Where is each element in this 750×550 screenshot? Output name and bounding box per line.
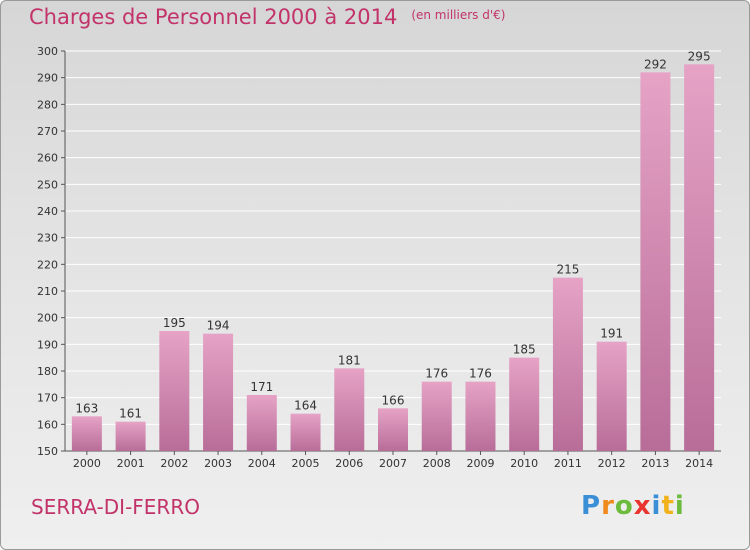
x-tick-label: 2010 [510,457,538,470]
bar [552,277,583,451]
logo-letter: i [651,491,662,521]
x-tick-label: 2001 [117,457,145,470]
bar [684,64,715,452]
y-tick-label: 290 [37,72,58,85]
y-tick-label: 240 [37,205,58,218]
bar-value-label: 215 [556,263,579,277]
bar-value-label: 164 [294,399,317,413]
x-tick-label: 2014 [685,457,713,470]
bar-value-label: 191 [600,327,623,341]
bar-value-label: 292 [644,57,667,71]
bar-value-label: 166 [382,393,405,407]
logo-letter: i [674,491,685,521]
bar-value-label: 171 [250,380,273,394]
logo-letter: P [581,491,602,521]
proxiti-logo: Proxiti [581,491,685,521]
bar [334,368,365,451]
bar [640,72,671,451]
x-tick-label: 2002 [160,457,188,470]
y-tick-label: 180 [37,365,58,378]
bar [509,357,540,451]
x-tick-label: 2009 [466,457,494,470]
logo-letter: t [661,491,675,521]
x-tick-label: 2000 [73,457,101,470]
x-tick-label: 2011 [554,457,582,470]
x-tick-label: 2006 [335,457,363,470]
bar-value-label: 176 [425,367,448,381]
bar-value-label: 163 [75,401,98,415]
y-tick-label: 220 [37,258,58,271]
x-tick-label: 2003 [204,457,232,470]
y-tick-label: 200 [37,312,58,325]
bar-value-label: 195 [163,316,186,330]
bar-value-label: 295 [688,49,711,63]
axes: 150 160 170 180 190 200 210 220 230 240 250 260 270 2… [37,45,721,470]
y-tick-label: 230 [37,232,58,245]
logo-letter: x [633,491,652,521]
x-tick-label: 2012 [598,457,626,470]
x-tick-label: 2013 [641,457,669,470]
title-text: Charges de Personnel 2000 à 2014 [29,5,398,29]
bar-value-label: 185 [513,343,536,357]
bar-value-label: 194 [207,319,230,333]
bar-value-label: 176 [469,367,492,381]
city-name: SERRA-DI-FERRO [31,495,200,519]
y-tick-label: 150 [37,445,58,458]
y-tick-label: 160 [37,418,58,431]
chart-title: Charges de Personnel 2000 à 2014 (en mill… [29,5,505,29]
bar [159,331,190,451]
logo-letter: o [614,491,634,521]
y-tick-label: 280 [37,98,58,111]
bar [596,341,627,451]
bar [378,408,408,451]
bar [246,395,277,451]
bar [290,413,321,451]
logo-letter: r [601,491,615,521]
y-tick-label: 170 [37,392,58,405]
y-tick-label: 190 [37,338,58,351]
x-tick-label: 2004 [248,457,276,470]
x-tick-label: 2007 [379,457,407,470]
y-tick-label: 250 [37,178,58,191]
x-tick-label: 2008 [423,457,451,470]
bar-value-label: 181 [338,353,361,367]
bar [115,421,146,451]
bar-value-label: 161 [119,407,142,421]
y-tick-label: 300 [37,45,58,58]
unit-label: (en milliers d'€) [411,8,506,22]
y-tick-label: 260 [37,152,58,165]
data-labels: 163 161 195 194 171 164 181 166 176 176 185 215 191 2… [75,49,710,420]
y-tick-label: 270 [37,125,58,138]
bar [71,416,102,451]
bar [421,381,452,451]
y-tick-label: 210 [37,285,58,298]
bars [71,64,715,452]
x-tick-label: 2005 [292,457,320,470]
bar [465,381,496,451]
bar [203,333,234,451]
